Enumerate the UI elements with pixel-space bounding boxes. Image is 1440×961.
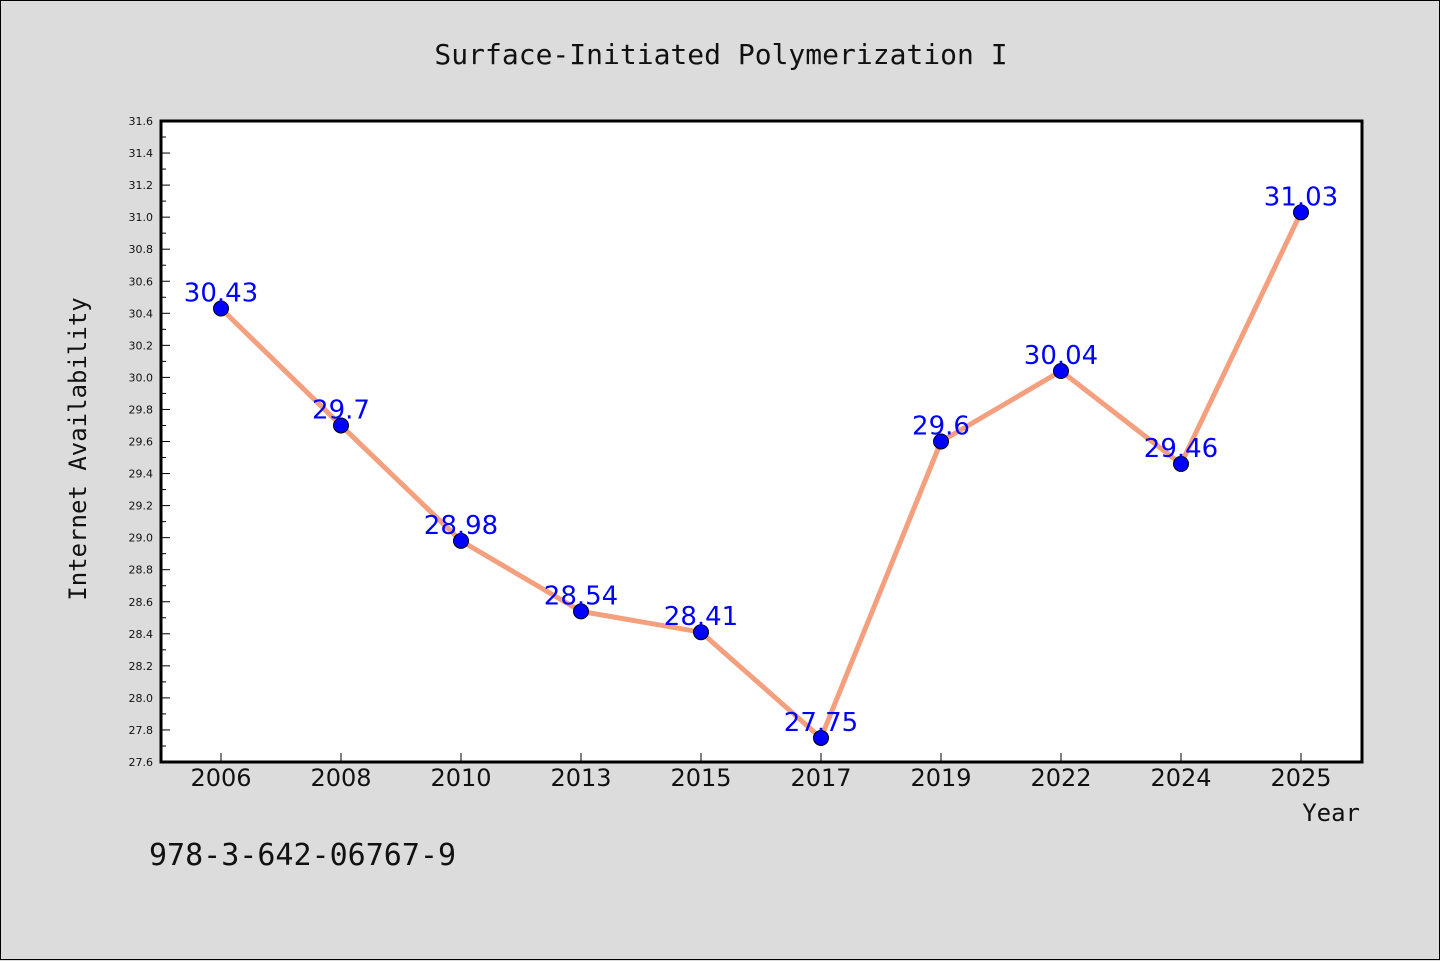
y-tick-label: 30.6: [129, 275, 154, 288]
y-tick-label: 30.0: [129, 371, 154, 384]
y-tick-label: 29.2: [129, 500, 154, 513]
series-line: [218, 209, 1304, 741]
x-axis: 2006 2008 2010 2013 2015 2017 2019 2022 2024 2025: [190, 753, 1332, 792]
x-tick-label: 2015: [670, 764, 731, 792]
data-label: 30.04: [1024, 341, 1098, 371]
data-label: 31.03: [1264, 182, 1338, 212]
y-tick-label: 31.6: [129, 115, 154, 128]
data-point[interactable]: [573, 603, 589, 620]
data-point[interactable]: [1173, 455, 1189, 472]
data-point[interactable]: [213, 300, 229, 317]
data-label: 28.41: [664, 602, 738, 632]
y-tick-label: 30.8: [129, 243, 154, 256]
data-point[interactable]: [693, 624, 709, 641]
data-point[interactable]: [1293, 204, 1309, 221]
y-tick-label: 29.4: [129, 468, 154, 481]
x-tick-label: 2025: [1270, 764, 1331, 792]
data-label: 29.46: [1144, 434, 1218, 464]
y-tick-label: 29.8: [129, 403, 154, 416]
series-layer: 30.43 29.7 28.98 28.54 28.41 27.75 29.6 30.04 29…: [184, 182, 1338, 746]
data-label: 28.54: [544, 581, 618, 611]
x-axis-label: Year: [1302, 799, 1360, 827]
y-tick-label: 28.6: [129, 596, 154, 609]
y-tick-label: 31.2: [129, 179, 154, 192]
footer-id: 978-3-642-06767-9: [149, 838, 456, 873]
y-tick-label: 28.4: [129, 628, 154, 641]
y-axis: 27.6 27.8 28.0 28.2 28.4 28.6 28.8 29.0 29.2 29.4…: [129, 115, 170, 769]
chart-title: Surface-Initiated Polymerization I: [434, 38, 1007, 71]
data-label: 30.43: [184, 278, 258, 308]
y-tick-label: 31.0: [129, 211, 154, 224]
y-tick-label: 31.4: [129, 147, 154, 160]
x-tick-label: 2019: [910, 764, 971, 792]
y-tick-label: 30.4: [129, 307, 154, 320]
plot-border: [159, 119, 1364, 764]
data-label: 28.98: [424, 511, 498, 541]
x-tick-label: 2013: [550, 764, 611, 792]
data-point[interactable]: [1053, 362, 1069, 379]
x-tick-label: 2022: [1030, 764, 1091, 792]
x-tick-label: 2008: [310, 764, 371, 792]
data-label: 29.6: [912, 412, 970, 442]
y-tick-label: 28.2: [129, 660, 154, 673]
x-tick-label: 2010: [430, 764, 491, 792]
data-label: 27.75: [784, 708, 858, 738]
y-tick-label: 27.8: [129, 724, 154, 737]
x-tick-label: 2024: [1150, 764, 1211, 792]
y-tick-label: 29.0: [129, 532, 154, 545]
data-point[interactable]: [813, 729, 829, 746]
y-tick-label: 27.6: [129, 756, 154, 769]
y-tick-label: 28.0: [129, 692, 154, 705]
data-label: 29.7: [312, 395, 370, 425]
y-axis-label: Internet Availability: [64, 297, 92, 600]
data-point[interactable]: [453, 532, 469, 549]
data-point[interactable]: [933, 433, 949, 450]
y-tick-label: 30.2: [129, 339, 154, 352]
y-tick-label: 28.8: [129, 564, 154, 577]
y-tick-label: 29.6: [129, 436, 154, 449]
x-tick-label: 2017: [790, 764, 851, 792]
data-point[interactable]: [333, 417, 349, 434]
x-tick-label: 2006: [190, 764, 251, 792]
